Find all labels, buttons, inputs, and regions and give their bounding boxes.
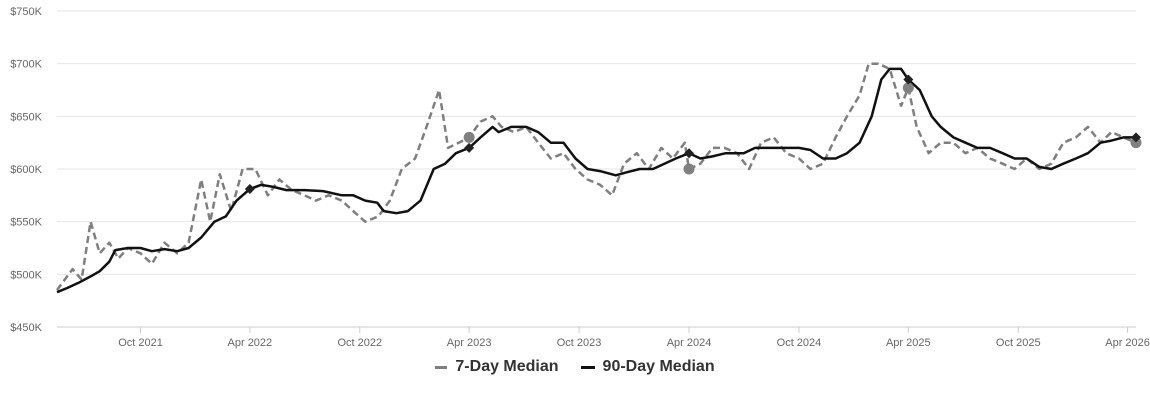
x-tick-label: Apr 2022 [228, 337, 273, 349]
x-tick-label: Apr 2025 [886, 337, 931, 349]
marker-90day-median [244, 184, 255, 195]
x-tick-label: Apr 2026 [1105, 337, 1150, 349]
chart-legend: 7-Day Median 90-Day Median [0, 358, 1150, 376]
legend-label-90day: 90-Day Median [602, 358, 715, 375]
marker-7day-median [463, 131, 475, 143]
legend-swatch-dashed [435, 365, 448, 369]
y-tick-label: $600K [10, 164, 42, 176]
x-tick-label: Oct 2022 [337, 337, 382, 349]
marker-7day-median [683, 163, 695, 175]
marker-90day-median [903, 74, 914, 85]
x-tick-label: Oct 2021 [118, 337, 163, 349]
legend-item-90day[interactable]: 90-Day Median [580, 358, 715, 376]
marker-90day-median [464, 142, 475, 153]
series-line-7day-median [55, 62, 1137, 291]
legend-swatch-solid [580, 365, 595, 369]
x-tick-label: Apr 2024 [667, 337, 712, 349]
marker-7day-median [902, 82, 914, 94]
x-tick-label: Oct 2025 [996, 337, 1041, 349]
x-tick-label: Oct 2023 [557, 337, 602, 349]
y-tick-label: $550K [10, 217, 42, 229]
y-tick-label: $500K [10, 269, 42, 281]
legend-label-7day: 7-Day Median [455, 358, 559, 375]
series-line-90day-median [56, 67, 1136, 294]
legend-item-7day[interactable]: 7-Day Median [435, 358, 559, 376]
y-tick-label: $700K [10, 59, 42, 71]
x-tick-label: Apr 2023 [447, 337, 492, 349]
y-tick-label: $750K [10, 6, 42, 18]
marker-7day-median [1130, 137, 1142, 149]
x-tick-label: Oct 2024 [777, 337, 822, 349]
marker-90day-median [684, 148, 695, 159]
y-tick-label: $650K [10, 111, 42, 123]
marker-90day-median [1131, 132, 1141, 143]
y-tick-label: $450K [10, 322, 42, 334]
